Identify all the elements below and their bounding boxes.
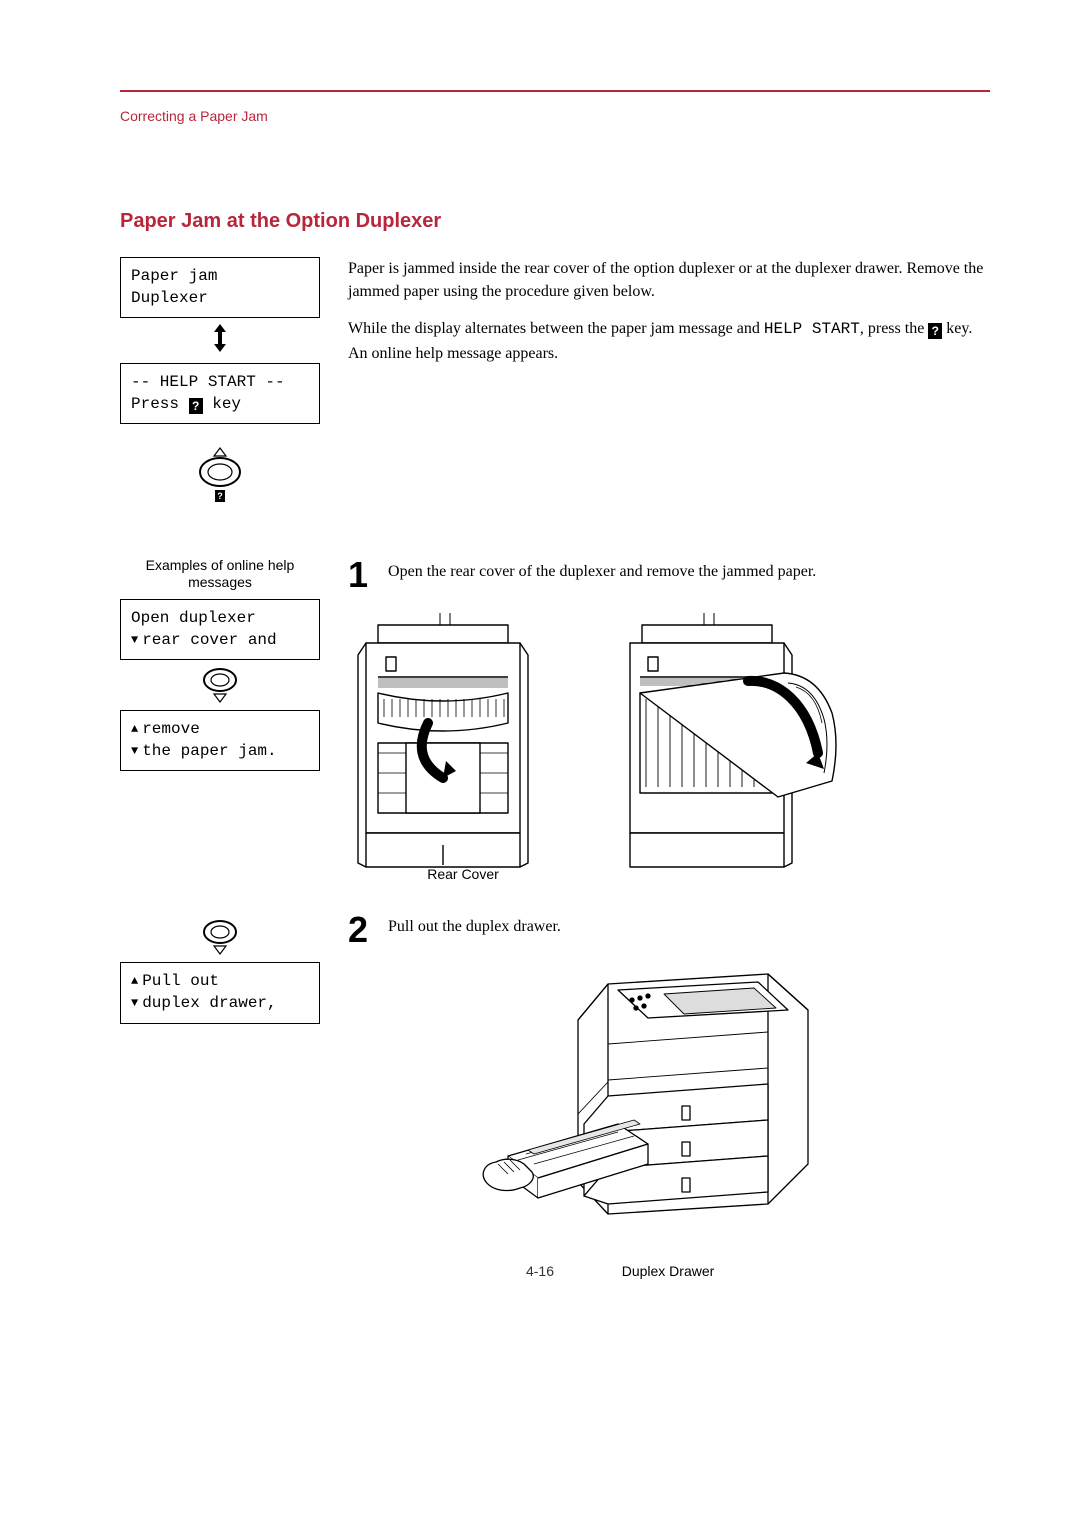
alternate-arrow-icon [120, 324, 320, 357]
page-number: 4-16 [0, 1263, 1080, 1279]
lcd-example-3: Pull out duplex drawer, [120, 962, 320, 1023]
step-number-1: 1 [348, 557, 368, 593]
lcd-line: Press ? key [131, 394, 309, 416]
lcd-line: duplex drawer, [131, 993, 309, 1015]
down-button-icon [200, 918, 240, 956]
duplex-drawer-illustration: Duplex Drawer [468, 964, 990, 1279]
lcd-line: the paper jam. [131, 741, 309, 763]
top-rule [120, 90, 990, 92]
lcd-line: Pull out [131, 971, 309, 993]
question-key-icon: ? [928, 323, 942, 339]
down-button-icon [200, 666, 240, 704]
section-title: Paper Jam at the Option Duplexer [120, 210, 990, 233]
lcd-example-2: remove the paper jam. [120, 710, 320, 771]
rear-cover-closed-illustration: Rear Cover [348, 613, 578, 888]
intro-paragraph-2: While the display alternates between the… [348, 317, 990, 364]
step-1-text: Open the rear cover of the duplexer and … [388, 557, 816, 583]
step-number-2: 2 [348, 912, 368, 948]
lcd-line: remove [131, 719, 309, 741]
rear-cover-open-illustration [618, 613, 848, 888]
lcd-example-1: Open duplexer rear cover and [120, 599, 320, 660]
lcd-line: -- HELP START -- [131, 372, 309, 394]
step-2-text: Pull out the duplex drawer. [388, 912, 561, 938]
lcd-paper-jam: Paper jam Duplexer [120, 257, 320, 318]
intro-paragraph-1: Paper is jammed inside the rear cover of… [348, 257, 990, 303]
svg-text:?: ? [217, 491, 223, 501]
breadcrumb: Correcting a Paper Jam [120, 108, 268, 124]
lcd-help-start: -- HELP START -- Press ? key [120, 363, 320, 424]
main-content: Paper Jam at the Option Duplexer Paper j… [120, 90, 990, 1279]
help-button-illustration: ? [120, 444, 320, 509]
help-examples-label: Examples of online help messages [120, 557, 320, 591]
lcd-line: rear cover and [131, 630, 309, 652]
lcd-line: Duplexer [131, 288, 309, 310]
lcd-line: Paper jam [131, 266, 309, 288]
lcd-line: Open duplexer [131, 608, 309, 630]
question-key-icon: ? [189, 398, 203, 414]
rear-cover-caption: Rear Cover [427, 866, 499, 882]
